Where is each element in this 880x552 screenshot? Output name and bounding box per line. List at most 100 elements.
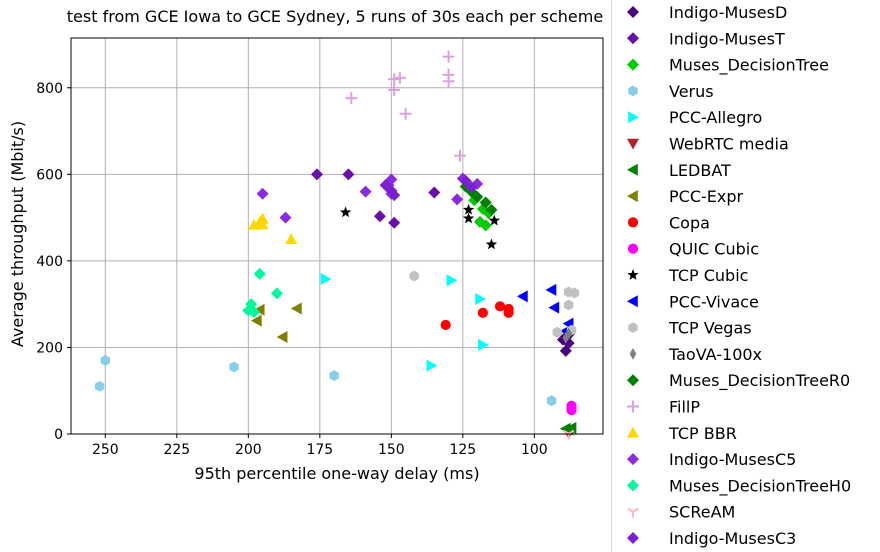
legend-marker-tcp-cubic bbox=[627, 269, 639, 280]
legend-label-indigo-musesc3: Indigo-MusesC3 bbox=[669, 529, 796, 548]
legend-marker-indigo-musesc5 bbox=[627, 453, 639, 466]
legend-label-copa: Copa bbox=[669, 213, 710, 232]
x-axis-label: 95th percentile one-way delay (ms) bbox=[194, 464, 479, 483]
point-fillp bbox=[388, 73, 401, 86]
legend-marker-pcc-allegro bbox=[628, 111, 639, 124]
legend-marker-muses-decisiontree bbox=[627, 58, 639, 71]
x-tick-label: 175 bbox=[306, 442, 333, 458]
point-pcc-vivace bbox=[545, 283, 557, 296]
legend-marker-fillp bbox=[627, 400, 639, 413]
point-indigo-musesc3 bbox=[388, 189, 401, 202]
x-tick-label: 150 bbox=[378, 442, 405, 458]
point-taova-100x bbox=[562, 331, 570, 344]
point-indigo-musest bbox=[428, 186, 441, 199]
legend-marker-taova-100x bbox=[629, 347, 637, 360]
legend-marker-ledbat bbox=[627, 163, 638, 176]
point-fillp bbox=[453, 149, 466, 162]
legend-label-indigo-musesc5: Indigo-MusesC5 bbox=[669, 450, 796, 469]
legend-label-scream: SCReAM bbox=[669, 503, 735, 522]
point-indigo-musesc5 bbox=[256, 187, 269, 200]
point-copa bbox=[503, 307, 514, 318]
legend-label-pcc-expr: PCC-Expr bbox=[669, 187, 744, 206]
y-tick-label: 800 bbox=[36, 81, 63, 97]
point-fillp bbox=[388, 83, 401, 96]
point-pcc-expr bbox=[276, 331, 288, 344]
point-quic-cubic bbox=[566, 405, 577, 416]
point-muses-decisiontreer0 bbox=[479, 196, 492, 209]
point-scream bbox=[562, 429, 575, 440]
point-tcp-vegas bbox=[409, 270, 419, 282]
point-tcp-vegas bbox=[564, 299, 574, 311]
legend-label-fillp: FillP bbox=[669, 398, 700, 417]
legend-marker-scream bbox=[627, 507, 639, 518]
legend-label-tcp-vegas: TCP Vegas bbox=[668, 319, 752, 338]
point-tcp-cubic bbox=[462, 203, 475, 215]
point-pcc-allegro bbox=[426, 359, 438, 372]
point-muses-decisiontreeh0 bbox=[270, 287, 283, 300]
x-tick-label: 100 bbox=[521, 442, 548, 458]
legend-marker-webrtc-media bbox=[627, 138, 639, 150]
y-axis-label: Average throughput (Mbit/s) bbox=[8, 121, 27, 347]
legend-label-muses-decisiontreer0: Muses_DecisionTreeR0 bbox=[669, 371, 850, 391]
point-tcp-bbr bbox=[256, 218, 269, 230]
point-indigo-musesc5 bbox=[359, 185, 372, 198]
point-indigo-musesc3 bbox=[465, 181, 478, 194]
point-fillp bbox=[399, 107, 412, 120]
legend-label-pcc-vivace: PCC-Vivace bbox=[669, 292, 759, 311]
tri-leg bbox=[632, 507, 639, 513]
point-tcp-cubic bbox=[485, 238, 498, 250]
legend-label-verus: Verus bbox=[669, 82, 714, 101]
point-pcc-allegro bbox=[320, 273, 332, 286]
legend-marker-indigo-musest bbox=[627, 32, 639, 45]
point-verus bbox=[229, 361, 239, 373]
point-pcc-expr bbox=[290, 302, 302, 315]
y-tick-label: 600 bbox=[36, 167, 63, 183]
legend-marker-indigo-musesd bbox=[627, 6, 639, 18]
legend-marker-tcp-bbr bbox=[627, 426, 639, 438]
point-copa bbox=[440, 319, 451, 331]
point-muses-decisiontreeh0 bbox=[248, 305, 261, 318]
point-pcc-allegro bbox=[478, 338, 489, 351]
legend-marker-verus bbox=[628, 85, 638, 97]
point-indigo-musest bbox=[310, 168, 323, 181]
y-tick-label: 200 bbox=[36, 340, 63, 356]
point-indigo-musesc3 bbox=[459, 174, 472, 187]
point-pcc-expr bbox=[253, 303, 265, 316]
point-verus bbox=[546, 395, 557, 407]
point-verus bbox=[94, 380, 105, 392]
point-tcp-cubic bbox=[339, 206, 352, 218]
point-copa bbox=[494, 301, 506, 312]
x-tick-label: 250 bbox=[92, 442, 119, 458]
legend: Indigo-MusesD Indigo-MusesT Muses_Decision… bbox=[627, 3, 851, 548]
point-indigo-musest bbox=[388, 216, 401, 229]
point-copa bbox=[477, 307, 488, 318]
legend-label-muses-decisiontree: Muses_DecisionTree bbox=[669, 56, 829, 76]
legend-marker-pcc-expr bbox=[627, 190, 638, 203]
point-muses-decisiontreeh0 bbox=[253, 267, 266, 280]
point-indigo-musest bbox=[373, 210, 386, 223]
point-tcp-bbr bbox=[248, 218, 261, 230]
point-fillp bbox=[442, 75, 455, 88]
legend-label-indigo-musest: Indigo-MusesT bbox=[669, 29, 785, 48]
point-fillp bbox=[345, 92, 358, 105]
point-indigo-musesc5 bbox=[451, 193, 464, 206]
tri-leg bbox=[568, 429, 575, 435]
legend-label-quic-cubic: QUIC Cubic bbox=[669, 240, 759, 259]
point-muses-decisiontree bbox=[479, 219, 492, 232]
point-fillp bbox=[393, 71, 406, 84]
point-verus bbox=[329, 370, 339, 381]
point-fillp bbox=[442, 50, 455, 63]
legend-label-webrtc-media: WebRTC media bbox=[669, 135, 789, 154]
point-tcp-bbr bbox=[256, 212, 269, 224]
legend-marker-muses-decisiontreer0 bbox=[627, 374, 639, 387]
legend-marker-pcc-vivace bbox=[627, 295, 638, 308]
point-indigo-musesc5 bbox=[279, 211, 292, 224]
legend-marker-quic-cubic bbox=[627, 243, 639, 254]
x-tick-label: 125 bbox=[449, 442, 476, 458]
legend-label-tcp-bbr: TCP BBR bbox=[668, 424, 737, 443]
point-pcc-vivace bbox=[516, 290, 528, 303]
x-tick-label: 200 bbox=[235, 442, 262, 458]
point-indigo-musest bbox=[342, 168, 355, 181]
y-tick-label: 0 bbox=[54, 427, 63, 443]
legend-label-indigo-musesd: Indigo-MusesD bbox=[669, 3, 787, 22]
